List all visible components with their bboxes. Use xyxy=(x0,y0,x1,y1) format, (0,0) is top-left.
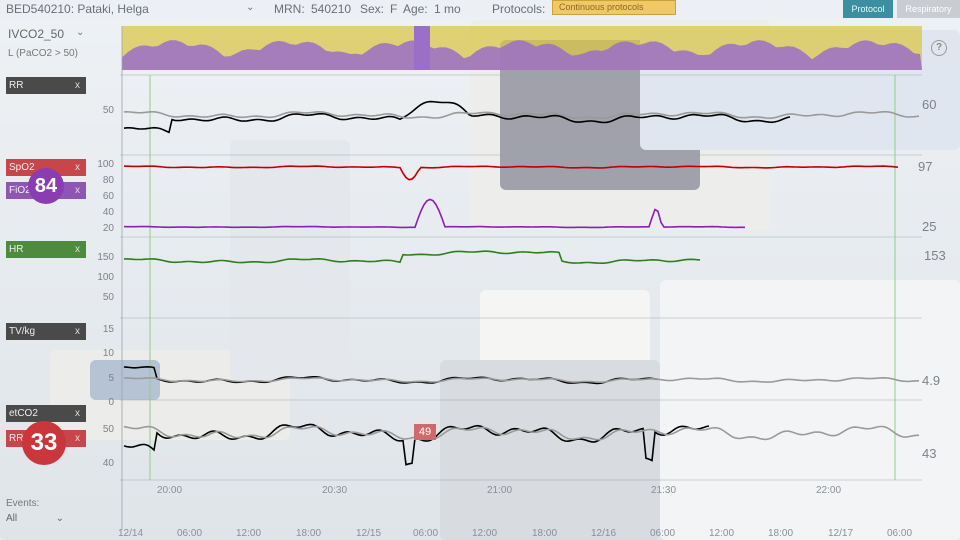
axis-label: 50 xyxy=(102,292,114,303)
mrn-value: 540210 xyxy=(311,2,352,16)
overview-tick: 12:00 xyxy=(709,528,735,539)
axis-label: 50 xyxy=(102,424,114,435)
protocols-select[interactable]: Continuous protocols xyxy=(552,0,676,15)
time-tick: 20:00 xyxy=(157,485,183,496)
current-value-tv: 4.9 xyxy=(922,373,941,388)
overview-tick: 18:00 xyxy=(296,528,322,539)
close-icon[interactable]: x xyxy=(75,408,80,419)
axis-label: 10 xyxy=(102,348,114,359)
track-label: HR xyxy=(9,244,24,255)
close-icon[interactable]: x xyxy=(75,433,80,444)
current-value-hr: 153 xyxy=(924,248,946,263)
score-bubble-rr: 33 xyxy=(22,421,66,465)
events-label: Events: xyxy=(6,498,40,509)
protocols-label: Protocols: xyxy=(492,2,546,16)
overview-tick: 12:00 xyxy=(236,528,262,539)
track-chip-tv[interactable]: TV/kg x xyxy=(6,323,86,340)
overview-tick: 18:00 xyxy=(532,528,558,539)
track-label: SpO2 xyxy=(9,162,35,173)
axis-label: 50 xyxy=(102,105,114,116)
overview-tick: 06:00 xyxy=(650,528,676,539)
close-icon[interactable]: x xyxy=(75,185,80,196)
overview-tick: 12/15 xyxy=(356,528,382,539)
track-label: FiO2 xyxy=(9,185,31,196)
track-chip-etco2[interactable]: etCO2 x xyxy=(6,405,86,422)
index-band-purple xyxy=(122,40,922,70)
alert-flag: 49 xyxy=(414,424,436,440)
mrn-label: MRN: xyxy=(274,2,305,16)
index-subtitle: L (PaCO2 > 50) xyxy=(8,48,78,59)
track-chip-hr[interactable]: HR x xyxy=(6,241,86,258)
axis-label: 40 xyxy=(102,458,114,469)
overview-tick: 12/16 xyxy=(591,528,617,539)
axis-label: 80 xyxy=(102,175,114,186)
chevron-down-icon[interactable]: ⌄ xyxy=(76,27,85,38)
events-select[interactable]: All ⌄ xyxy=(6,513,66,527)
time-tick: 21:00 xyxy=(487,485,513,496)
overview-tick: 12/17 xyxy=(828,528,854,539)
close-icon[interactable]: x xyxy=(75,244,80,255)
track-chip-spo2[interactable]: SpO2 x xyxy=(6,159,86,176)
track-label: RR xyxy=(9,433,24,444)
time-tick: 21:30 xyxy=(651,485,677,496)
tv-trace-faded xyxy=(124,376,920,383)
current-value-rr: 60 xyxy=(922,97,937,112)
overview-tick: 06:00 xyxy=(177,528,203,539)
rr-trace-faded xyxy=(123,110,920,120)
axis-label: 100 xyxy=(97,159,114,170)
bed-patient-label: BED540210: Pataki, Helga xyxy=(6,2,149,16)
axis-label: 5 xyxy=(108,373,114,384)
close-icon[interactable]: x xyxy=(75,162,80,173)
axis-label: 0 xyxy=(108,397,114,408)
axis-label: 20 xyxy=(102,223,114,234)
hr-trace xyxy=(124,250,701,264)
age-value: 1 mo xyxy=(434,2,461,16)
tab-respiratory[interactable]: Respiratory xyxy=(897,0,960,18)
age-label: Age: xyxy=(403,2,428,16)
current-value-spo2: 97 xyxy=(918,159,933,174)
chevron-down-icon[interactable]: ⌄ xyxy=(246,2,255,13)
current-value-etco2: 43 xyxy=(922,446,937,461)
index-band-marker xyxy=(414,26,430,70)
tab-protocol[interactable]: Protocol xyxy=(843,0,893,18)
patient-header: BED540210: Pataki, Helga ⌄ MRN: 540210 S… xyxy=(0,0,960,18)
current-value-fio2: 25 xyxy=(922,219,937,234)
score-bubble-fio2: 84 xyxy=(28,168,64,204)
rr-trace xyxy=(123,100,791,134)
time-tick: 20:30 xyxy=(322,485,348,496)
index-name[interactable]: IVCO2_50 xyxy=(8,27,65,41)
overview-tick: 06:00 xyxy=(413,528,439,539)
axis-label: 150 xyxy=(97,252,114,263)
close-icon[interactable]: x xyxy=(75,80,80,91)
axis-label: 15 xyxy=(102,324,114,335)
close-icon[interactable]: x xyxy=(75,326,80,337)
overview-tick: 18:00 xyxy=(768,528,794,539)
track-label: TV/kg xyxy=(9,326,36,337)
spo2-trace xyxy=(123,165,899,181)
overview-tick: 12/14 xyxy=(118,528,144,539)
time-tick: 22:00 xyxy=(816,485,842,496)
track-chip-rr[interactable]: RR x xyxy=(6,77,86,94)
track-label: RR xyxy=(9,80,24,91)
etco2-trace-faded xyxy=(123,425,919,441)
overview-tick: 12:00 xyxy=(472,528,498,539)
sex-label: Sex: xyxy=(360,2,385,16)
chevron-down-icon: ⌄ xyxy=(55,513,64,524)
axis-label: 60 xyxy=(102,191,114,202)
overview-tick: 06:00 xyxy=(887,528,913,539)
axis-label: 100 xyxy=(97,272,114,283)
question-circle-icon[interactable]: ? xyxy=(931,40,947,56)
sex-value: F xyxy=(390,2,398,16)
axis-label: 40 xyxy=(102,207,114,218)
events-selected: All xyxy=(6,513,18,524)
fio2-trace xyxy=(123,198,745,229)
track-label: etCO2 xyxy=(9,408,38,419)
